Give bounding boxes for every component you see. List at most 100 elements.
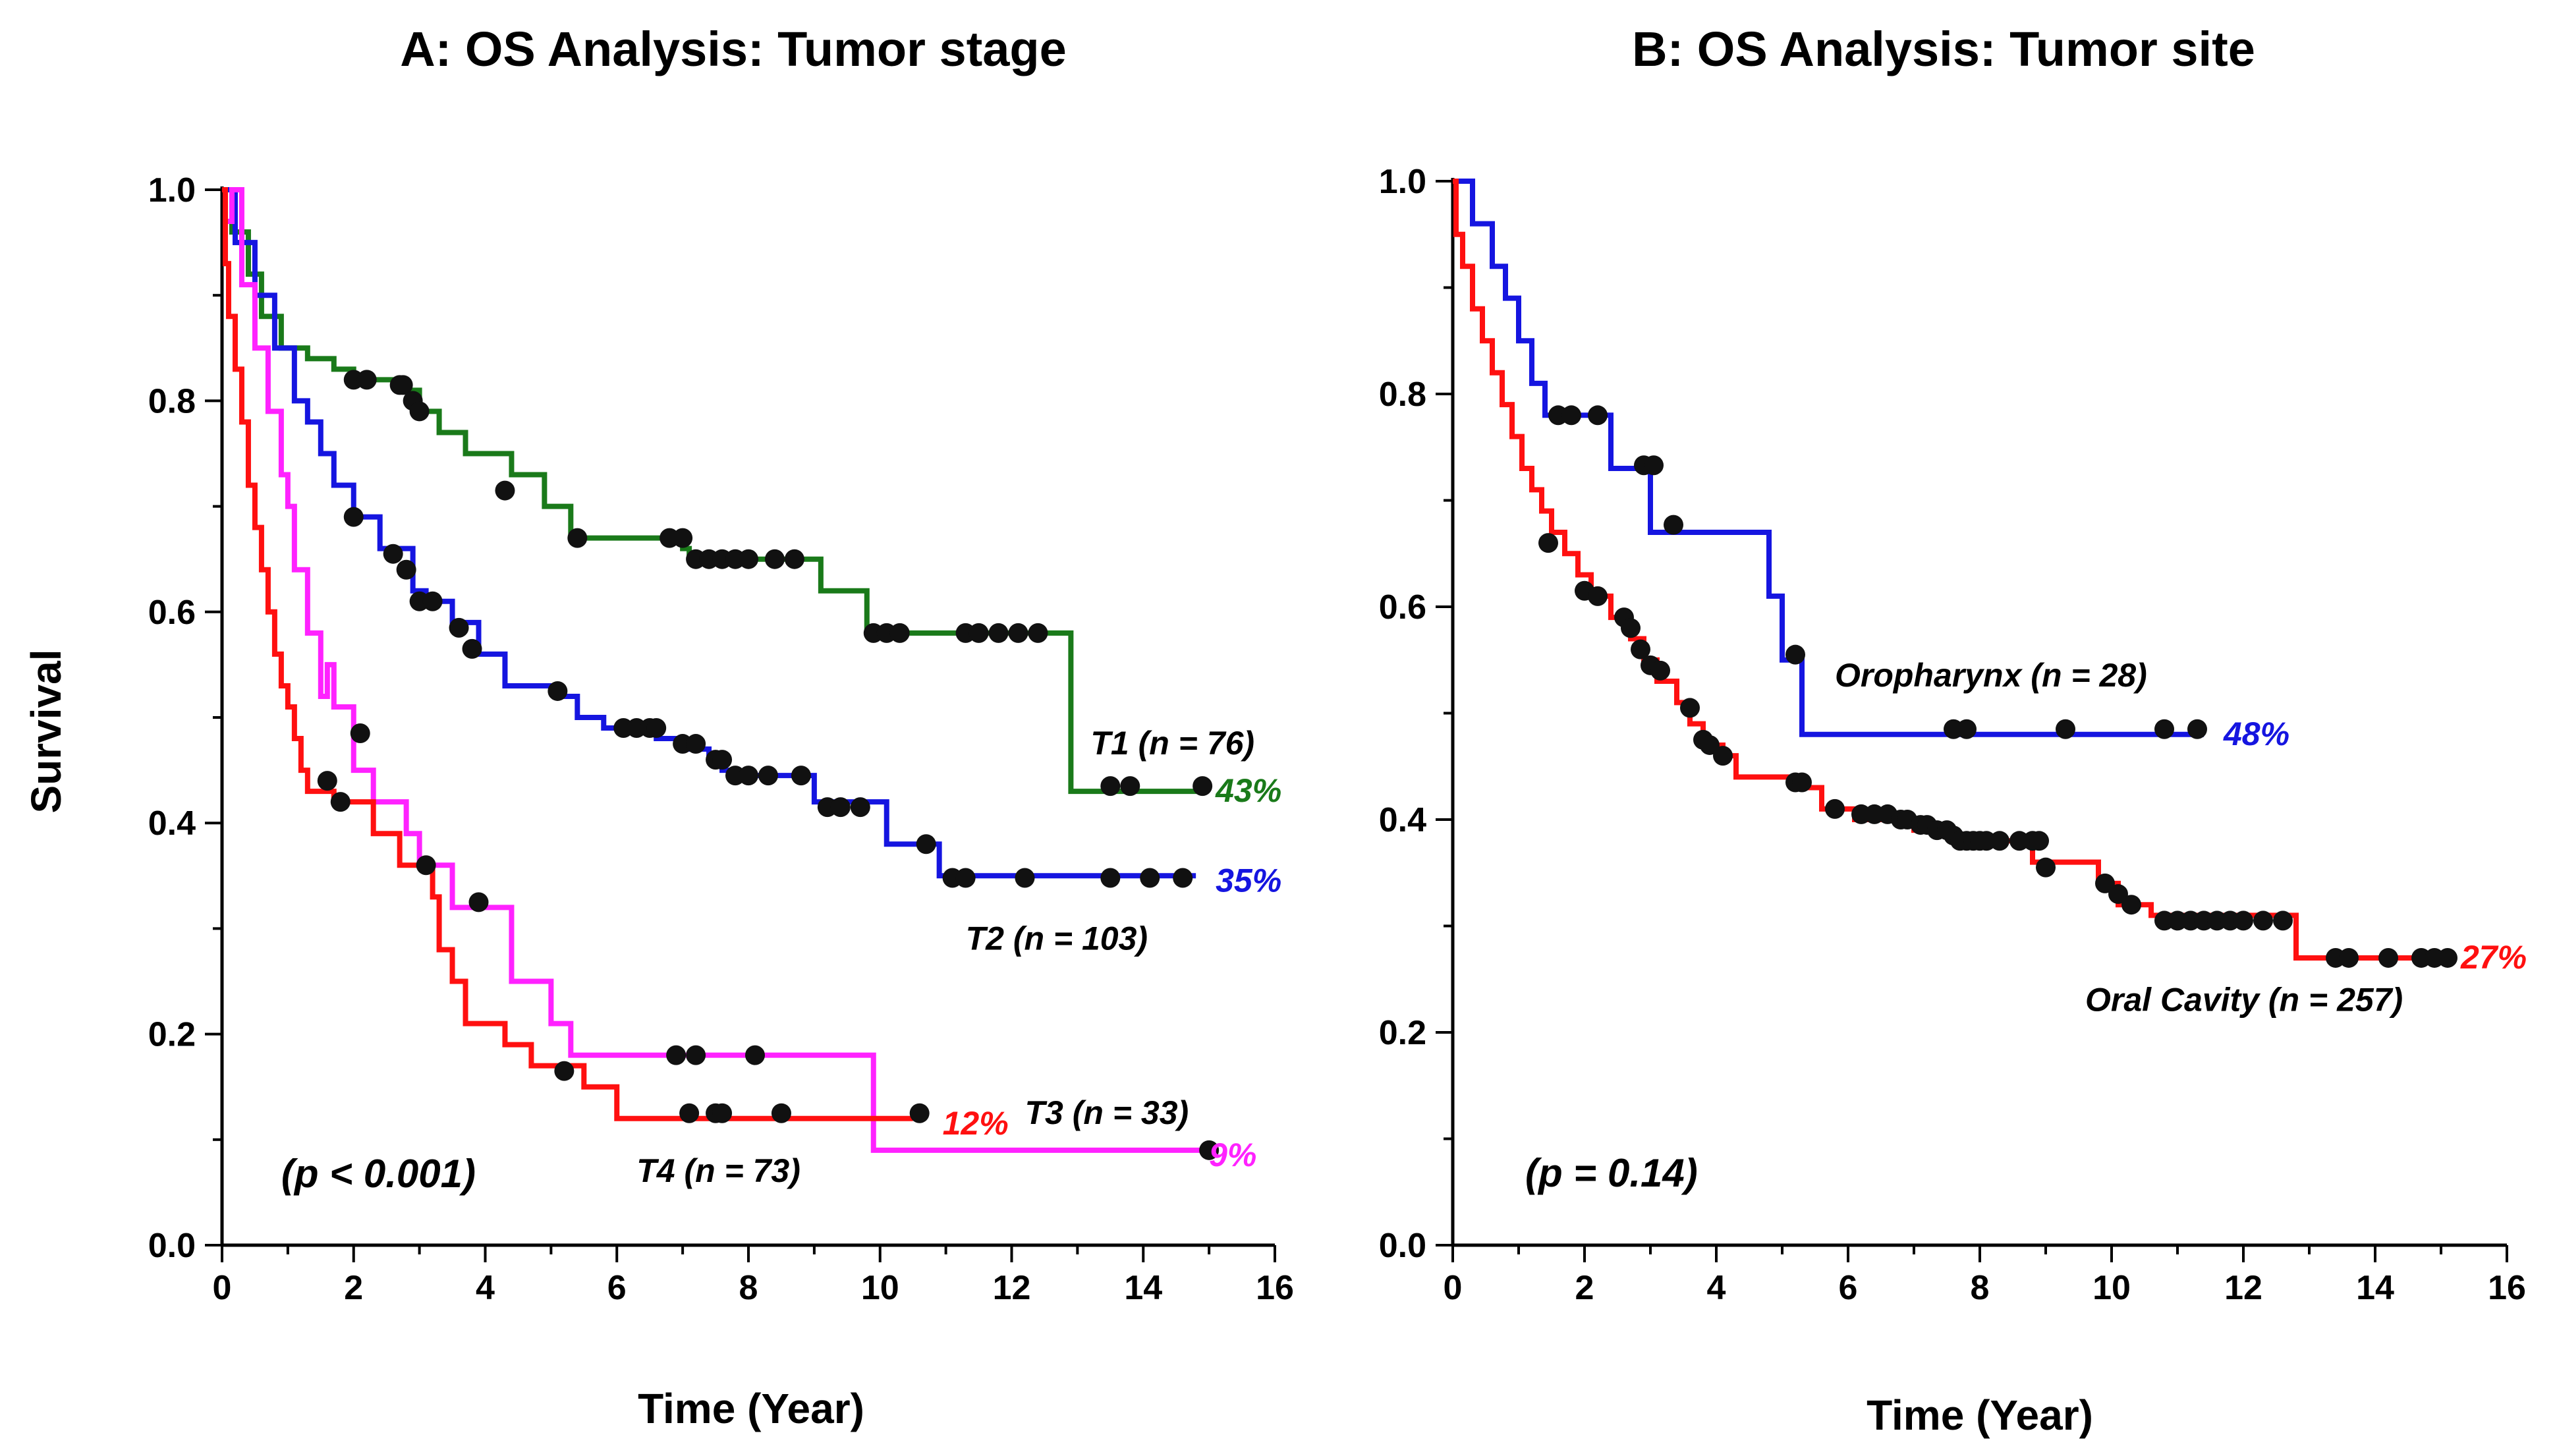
panel-b-series-oropharynx-censor-point xyxy=(1588,405,1608,426)
panel-a-series-t4-line xyxy=(222,187,913,1121)
panel-a-series-t1-censor-point xyxy=(393,375,413,395)
panel-a-series-t1-censor-point xyxy=(988,623,1009,643)
panel-a-title: A: OS Analysis: Tumor stage xyxy=(400,22,1067,76)
panel-a-series-t2-censor-point xyxy=(830,797,851,818)
panel-a-x-tick-label: 14 xyxy=(1124,1269,1162,1307)
panel-a-y-tick-label: 1.0 xyxy=(148,171,196,210)
panel-a-series-t2-censor-point xyxy=(383,544,403,564)
panel-b-series-oropharynx-censor-point xyxy=(1644,455,1664,476)
panel-b-series-oral-cavity-censor-point xyxy=(1538,533,1558,553)
panel-b-x-tick-label: 12 xyxy=(2224,1269,2262,1307)
panel-a-x-tick-label: 10 xyxy=(861,1269,899,1307)
panel-a-series-t1-censor-point xyxy=(739,549,758,569)
panel-b-series-oral-cavity-censor-point xyxy=(1680,698,1700,718)
panel-b-x-tick-label: 2 xyxy=(1575,1269,1594,1307)
panel-b-y-tick-label: 0.8 xyxy=(1379,376,1426,414)
panel-a-y-axis-title: Survival xyxy=(22,649,70,813)
panel-a-tumor-stage: A: OS Analysis: Tumor stage Survival Tim… xyxy=(22,22,1294,1432)
panel-b-series-oropharynx-censor-point xyxy=(1561,405,1581,426)
panel-a-x-tick-label: 6 xyxy=(607,1269,627,1307)
panel-b-annotations: Oropharynx (n = 28) 48% 27% Oral Cavity (n … xyxy=(1835,657,2527,1019)
panel-a-x-tick-label: 4 xyxy=(476,1269,495,1307)
panel-a-series-t1-censor-point xyxy=(764,549,785,569)
panel-a-series-t4-censor-point xyxy=(317,771,337,791)
panel-a-series-t1-censor-point xyxy=(495,480,515,501)
panel-a-series-t1-censor-point xyxy=(1008,623,1028,643)
panel-a-annotation-t4-n-73: T4 (n = 73) xyxy=(636,1152,800,1189)
panel-b-y-tick-label: 0.2 xyxy=(1379,1014,1426,1052)
panel-b-series-oral-cavity-censor-point xyxy=(2108,884,2128,905)
panel-b-series-oropharynx-censor-point xyxy=(1957,719,1977,739)
panel-b-x-tick-label: 6 xyxy=(1839,1269,1858,1307)
panel-a-series-t1-censor-point xyxy=(1193,776,1213,797)
panel-a-series-t3-censor-point xyxy=(744,1045,765,1065)
panel-a-series-t3-censor-point xyxy=(686,1045,706,1065)
panel-a-annotation-t3-n-33: T3 (n = 33) xyxy=(1025,1094,1189,1131)
panel-b-series-oral-cavity-censor-point xyxy=(2036,857,2056,878)
panel-a-series-t3-line xyxy=(222,187,1210,1153)
panel-b-title: B: OS Analysis: Tumor site xyxy=(1632,22,2255,76)
panel-a-series-t1-censor-point xyxy=(409,401,430,422)
panel-a-series-t2-censor-point xyxy=(686,734,706,754)
panel-a-y-tick-label: 0.2 xyxy=(148,1016,196,1054)
panel-a-series-t2-censor-point xyxy=(1173,868,1193,888)
panel-b-series-oral-cavity-censor-point xyxy=(2378,947,2398,968)
panel-a-series-t1-censor-point xyxy=(969,623,989,643)
panel-a-series-t2-censor-point xyxy=(396,559,416,580)
panel-b-series-oropharynx-censor-point xyxy=(2187,719,2207,739)
panel-b-series-oral-cavity-censor-point xyxy=(1792,772,1812,793)
panel-a-series-t2-censor-point xyxy=(955,868,976,888)
panel-b-series-oral-cavity-censor-point xyxy=(2121,895,2141,915)
panel-a-series-t1-censor-point xyxy=(673,528,693,548)
panel-b-series-oral-cavity-censor-point xyxy=(2095,873,2115,893)
panel-a-series-t4-censor-point xyxy=(679,1103,700,1123)
panel-a-series-t4-censor-point xyxy=(416,855,436,876)
panel-a-annotations: T1 (n = 76) 43% 35% T2 (n = 103) 12% T3 (n = … xyxy=(636,725,1281,1189)
panel-a-series-t3-censor-point xyxy=(350,723,370,744)
panel-a-series-t1-censor-point xyxy=(1100,776,1121,797)
panel-b-series-oral-cavity-censor-point xyxy=(1990,831,2009,851)
panel-a-series-t2-censor-point xyxy=(422,591,443,611)
panel-a-series-t4-censor-point xyxy=(554,1061,575,1081)
panel-a-series-t1-censor-point xyxy=(889,623,910,643)
panel-a-series-t2-censor-point xyxy=(449,617,469,638)
panel-a-series-t4-censor-point xyxy=(712,1103,733,1123)
panel-a-series-t4-censor-point xyxy=(330,792,351,812)
panel-a-series-t4-censor-point xyxy=(771,1103,791,1123)
panel-a-y-tick-label: 0.8 xyxy=(148,382,196,420)
panel-b-series-oral-cavity-censor-point xyxy=(1588,586,1608,606)
panel-b-x-axis-title: Time (Year) xyxy=(1867,1391,2093,1439)
panel-a-series-t2-censor-point xyxy=(462,638,482,659)
panel-a-axes: 0 2 4 6 8 10 12 14 16 0.0 0.2 0.4 0.6 0.8 1.0 xyxy=(148,171,1294,1307)
panel-b-x-tick-label: 8 xyxy=(1971,1269,1990,1307)
panel-b-series-oropharynx-censor-point xyxy=(1785,644,1805,665)
panel-a-series-t2-censor-point xyxy=(1100,868,1121,888)
panel-b-series-oral-cavity-censor-point xyxy=(2233,910,2253,931)
panel-b-annotation-27: 27% xyxy=(2460,939,2527,976)
panel-a-p-value: (p < 0.001) xyxy=(281,1152,476,1196)
panel-b-series-oral-cavity-censor-point xyxy=(1825,798,1845,819)
panel-b-annotation-oral-cavity-n-257: Oral Cavity (n = 257) xyxy=(2085,982,2403,1019)
panel-a-series-t2-censor-point xyxy=(791,766,811,786)
panel-b-tumor-site: B: OS Analysis: Tumor site Time (Year) 0… xyxy=(1379,22,2527,1439)
panel-a-series-t3-censor-point xyxy=(1199,1140,1220,1160)
panel-a-series-t2-censor-point xyxy=(850,797,870,818)
panel-a-x-axis-title: Time (Year) xyxy=(638,1385,864,1432)
panel-b-series-oral-cavity-censor-point xyxy=(1713,746,1733,766)
panel-a-series-t2-censor-point xyxy=(739,766,758,786)
panel-b-series-oral-cavity-censor-point xyxy=(2339,947,2359,968)
panel-a-y-tick-label: 0.6 xyxy=(148,594,196,632)
panel-a-x-tick-label: 16 xyxy=(1256,1269,1294,1307)
panel-b-annotation-oropharynx-n-28: Oropharynx (n = 28) xyxy=(1835,657,2147,694)
panel-b-series-oropharynx-censor-point xyxy=(2154,719,2174,739)
panel-a-series-t2-censor-point xyxy=(548,681,568,701)
panel-b-y-tick-label: 1.0 xyxy=(1379,163,1426,201)
panel-b-x-tick-label: 10 xyxy=(2092,1269,2131,1307)
panel-a-series-t1-censor-point xyxy=(784,549,804,569)
panel-a-series-t1-line xyxy=(222,187,1203,795)
panel-b-y-tick-label: 0.6 xyxy=(1379,588,1426,627)
panel-b-series-oral-cavity-censor-point xyxy=(1700,735,1720,755)
panel-b-axes: 0 2 4 6 8 10 12 14 16 0.0 0.2 0.4 0.6 0.8 1.0 xyxy=(1379,163,2526,1307)
panel-a-series-t3-censor-point xyxy=(666,1045,687,1065)
panel-b-series xyxy=(1453,179,2457,968)
